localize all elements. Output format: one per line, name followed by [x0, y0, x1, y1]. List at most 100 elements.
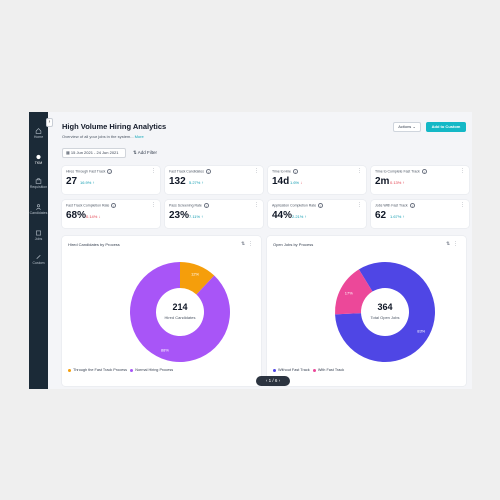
- kpi-card: Hires Through Fast Track i ⋮ 27 16.9% ↑: [62, 166, 160, 194]
- kpi-title: Application Completion Rate i: [272, 203, 324, 208]
- kpi-value: 27: [66, 176, 78, 187]
- kpi-delta: 0.13% ↑: [390, 180, 405, 185]
- more-options-icon[interactable]: ⋮: [453, 241, 458, 247]
- sidebar-item-candidates[interactable]: Candidates: [29, 204, 48, 215]
- sidebar-item-requisition[interactable]: Requisition: [29, 178, 48, 189]
- actions-button[interactable]: Actions ⌄: [393, 122, 421, 132]
- donut-slice[interactable]: [180, 262, 215, 295]
- chevron-left-icon[interactable]: ‹: [265, 378, 268, 383]
- briefcase-icon: [35, 178, 42, 184]
- arrow-down-icon: ↓: [300, 180, 303, 185]
- add-filter-button[interactable]: ⇅ Add Filter: [133, 150, 158, 155]
- slice-label: 83%: [417, 329, 425, 334]
- star-icon: [36, 154, 41, 160]
- kpi-title: Time to Complete Fast Track i: [375, 169, 427, 174]
- slice-label: 88%: [161, 348, 169, 353]
- more-options-icon[interactable]: ⋮: [254, 202, 259, 208]
- add-to-custom-button[interactable]: Add to Custom: [426, 122, 466, 132]
- more-options-icon[interactable]: ⋮: [357, 168, 362, 174]
- chart-legend: Through the Fast Track Process Normal Hi…: [68, 368, 173, 372]
- app-window: Home TKM Requisition Candidates Jobs Cus…: [29, 112, 472, 389]
- pagination: ‹ 1 / 6 ›: [256, 376, 290, 386]
- kpi-delta: 1.67% ↑: [390, 214, 405, 219]
- more-options-icon[interactable]: ⋮: [254, 168, 259, 174]
- pen-icon: [36, 254, 41, 260]
- kpi-title: Jobs With Fast Track i: [375, 203, 415, 208]
- legend-swatch: [312, 368, 316, 372]
- sidebar-item-tkm[interactable]: TKM: [29, 154, 48, 165]
- kpi-title: Fast Track Candidates i: [169, 169, 211, 174]
- sidebar-item-label: Candidates: [29, 211, 48, 215]
- sidebar-item-label: TKM: [34, 161, 43, 165]
- sidebar-item-label: Home: [33, 135, 44, 139]
- sort-icon[interactable]: ⇅: [446, 241, 451, 247]
- slice-label: 17%: [345, 290, 353, 295]
- info-icon[interactable]: i: [206, 169, 211, 174]
- sidebar-item-label: Requisition: [29, 185, 48, 189]
- more-options-icon[interactable]: ⋮: [460, 168, 465, 174]
- kpi-value: 62: [375, 210, 387, 221]
- calendar-icon: ▦: [66, 150, 70, 155]
- kpi-card: Time to Hire i ⋮ 14d 1.6% ↓: [268, 166, 366, 194]
- arrow-up-icon: ↑: [402, 180, 405, 185]
- kpi-value: 132: [169, 176, 186, 187]
- info-icon[interactable]: i: [203, 203, 209, 208]
- kpi-card: Jobs With Fast Track i ⋮ 62 1.67% ↑: [371, 200, 469, 228]
- donut-total: 364: [377, 302, 392, 312]
- date-range-picker[interactable]: ▦ 15 Jun 2021 - 24 Jun 2021: [62, 148, 126, 158]
- kpi-delta: 0.14% ↓: [86, 214, 101, 219]
- more-options-icon[interactable]: ⋮: [151, 168, 156, 174]
- sidebar-item-home[interactable]: Home: [29, 128, 48, 139]
- main-content: High Volume Hiring Analytics Overview of…: [48, 112, 472, 389]
- panel-title: Hired Candidates by Process: [68, 242, 120, 247]
- donut-slice[interactable]: [335, 269, 373, 315]
- kpi-title: Time to Hire i: [272, 169, 298, 174]
- donut-chart: 214 Hired Candidates 12% 88%: [129, 262, 230, 362]
- kpi-delta: 1.6% ↓: [290, 180, 303, 185]
- page-subtitle: Overview of all your jobs in the system.…: [62, 134, 144, 139]
- kpi-delta: 16.9% ↑: [80, 180, 95, 185]
- arrow-down-icon: ↓: [98, 214, 101, 219]
- kpi-card: Fast Track Candidates i ⋮ 132 5.27% ↑: [165, 166, 263, 194]
- collapse-sidebar-button[interactable]: ›: [46, 118, 53, 127]
- panel-title: Open Jobs by Process: [273, 242, 314, 247]
- legend-label: Without Fast Track: [278, 368, 310, 372]
- kpi-value: 68%: [66, 210, 87, 221]
- arrow-up-icon: ↑: [402, 214, 405, 219]
- kpi-value: 14d: [272, 176, 290, 187]
- more-options-icon[interactable]: ⋮: [460, 202, 465, 208]
- sort-icon[interactable]: ⇅: [241, 241, 246, 247]
- chevron-right-icon[interactable]: ›: [278, 378, 281, 383]
- donut-caption: Hired Candidates: [165, 315, 196, 320]
- more-options-icon[interactable]: ⋮: [357, 202, 362, 208]
- sidebar-item-label: Custom: [32, 261, 45, 265]
- more-options-icon[interactable]: ⋮: [151, 202, 156, 208]
- donut-chart: 364 Total Open Jobs 83% 17%: [335, 262, 435, 362]
- kpi-value: 23%: [169, 210, 190, 221]
- more-link[interactable]: More: [134, 134, 144, 139]
- kpi-title: Hires Through Fast Track i: [66, 169, 113, 174]
- info-icon[interactable]: i: [292, 169, 298, 174]
- legend-swatch: [273, 368, 276, 372]
- arrow-up-icon: ↑: [92, 180, 95, 185]
- info-icon[interactable]: i: [318, 203, 324, 208]
- box-icon: [36, 230, 41, 236]
- more-options-icon[interactable]: ⋮: [248, 241, 253, 247]
- donut-caption: Total Open Jobs: [371, 315, 400, 320]
- kpi-title: Pass Screening Rate i: [169, 203, 209, 208]
- info-icon[interactable]: i: [107, 169, 113, 174]
- home-icon: [35, 128, 42, 134]
- info-icon[interactable]: i: [409, 203, 415, 208]
- sidebar-item-jobs[interactable]: Jobs: [29, 230, 48, 241]
- kpi-value: 44%: [272, 210, 293, 221]
- sidebar-item-label: Jobs: [34, 237, 43, 241]
- hired-candidates-panel: Hired Candidates by Process ⇅ ⋮ 214 Hire…: [62, 236, 261, 386]
- donut-slice[interactable]: [129, 262, 230, 362]
- kpi-card: Application Completion Rate i ⋮ 44% 2.21…: [268, 200, 366, 228]
- info-icon[interactable]: i: [421, 169, 427, 174]
- chart-legend: Without Fast Track With Fast Track: [273, 368, 344, 372]
- sidebar-item-custom[interactable]: Custom: [29, 254, 48, 265]
- filter-icon: ⇅: [133, 150, 137, 155]
- info-icon[interactable]: i: [111, 203, 117, 208]
- donut-slice[interactable]: [335, 262, 435, 362]
